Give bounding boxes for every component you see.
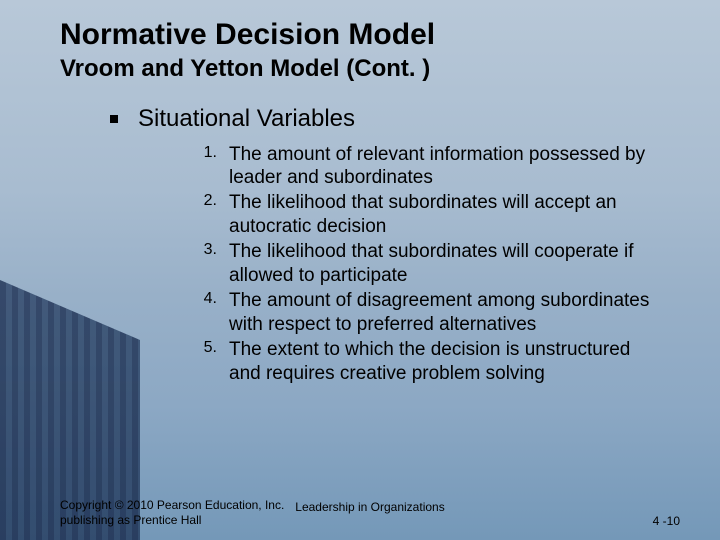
list-item: 1. The amount of relevant information po…	[195, 143, 650, 191]
item-number: 3.	[195, 240, 217, 288]
slide-footer: Copyright © 2010 Pearson Education, Inc.…	[60, 498, 680, 528]
section-row: Situational Variables	[110, 105, 680, 133]
footer-copyright: Copyright © 2010 Pearson Education, Inc.…	[60, 498, 300, 528]
item-text: The amount of disagreement among subordi…	[229, 289, 650, 337]
section-heading: Situational Variables	[138, 105, 355, 133]
list-item: 3. The likelihood that subordinates will…	[195, 240, 650, 288]
item-text: The amount of relevant information posse…	[229, 143, 650, 191]
slide-subtitle: Vroom and Yetton Model (Cont. )	[60, 55, 680, 83]
slide: Normative Decision Model Vroom and Yetto…	[0, 0, 720, 540]
item-text: The extent to which the decision is unst…	[229, 338, 650, 386]
item-number: 1.	[195, 143, 217, 191]
item-number: 5.	[195, 338, 217, 386]
numbered-list: 1. The amount of relevant information po…	[195, 143, 680, 386]
square-bullet-icon	[110, 115, 118, 123]
item-text: The likelihood that subordinates will co…	[229, 240, 650, 288]
footer-page-number: 4 -10	[653, 514, 680, 528]
list-item: 2. The likelihood that subordinates will…	[195, 191, 650, 239]
slide-title: Normative Decision Model	[60, 18, 680, 53]
list-item: 4. The amount of disagreement among subo…	[195, 289, 650, 337]
footer-center: Leadership in Organizations	[295, 500, 444, 514]
item-number: 2.	[195, 191, 217, 239]
item-number: 4.	[195, 289, 217, 337]
item-text: The likelihood that subordinates will ac…	[229, 191, 650, 239]
list-item: 5. The extent to which the decision is u…	[195, 338, 650, 386]
